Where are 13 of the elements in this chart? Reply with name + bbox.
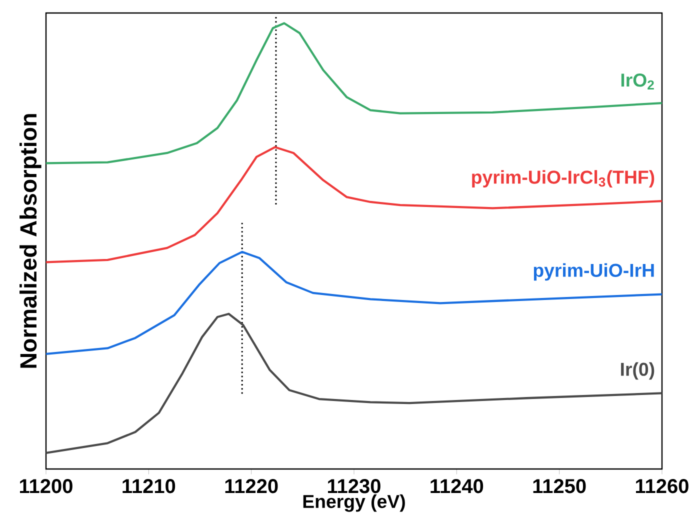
x-tick-label: 11250: [533, 479, 586, 494]
series-label: IrO$_{2}$: [621, 74, 654, 90]
x-tick-label: 11260: [636, 479, 688, 494]
series-label: pyrim-UiO-IrCl$_{3}$(THF): [472, 170, 654, 188]
x-tick-label: 11230: [328, 479, 380, 494]
y-axis-title: Normalized Absorption: [20, 114, 42, 368]
series-label: pyrim-UiO-IrH: [534, 263, 654, 281]
x-tick-label: 11220: [225, 479, 278, 494]
x-tick-label: 11240: [430, 479, 484, 494]
x-axis-title: Energy (eV): [303, 494, 405, 512]
x-tick-label: 11200: [20, 479, 72, 494]
x-tick-label: 11210: [122, 479, 176, 494]
series-label: Ir(0): [621, 362, 654, 380]
